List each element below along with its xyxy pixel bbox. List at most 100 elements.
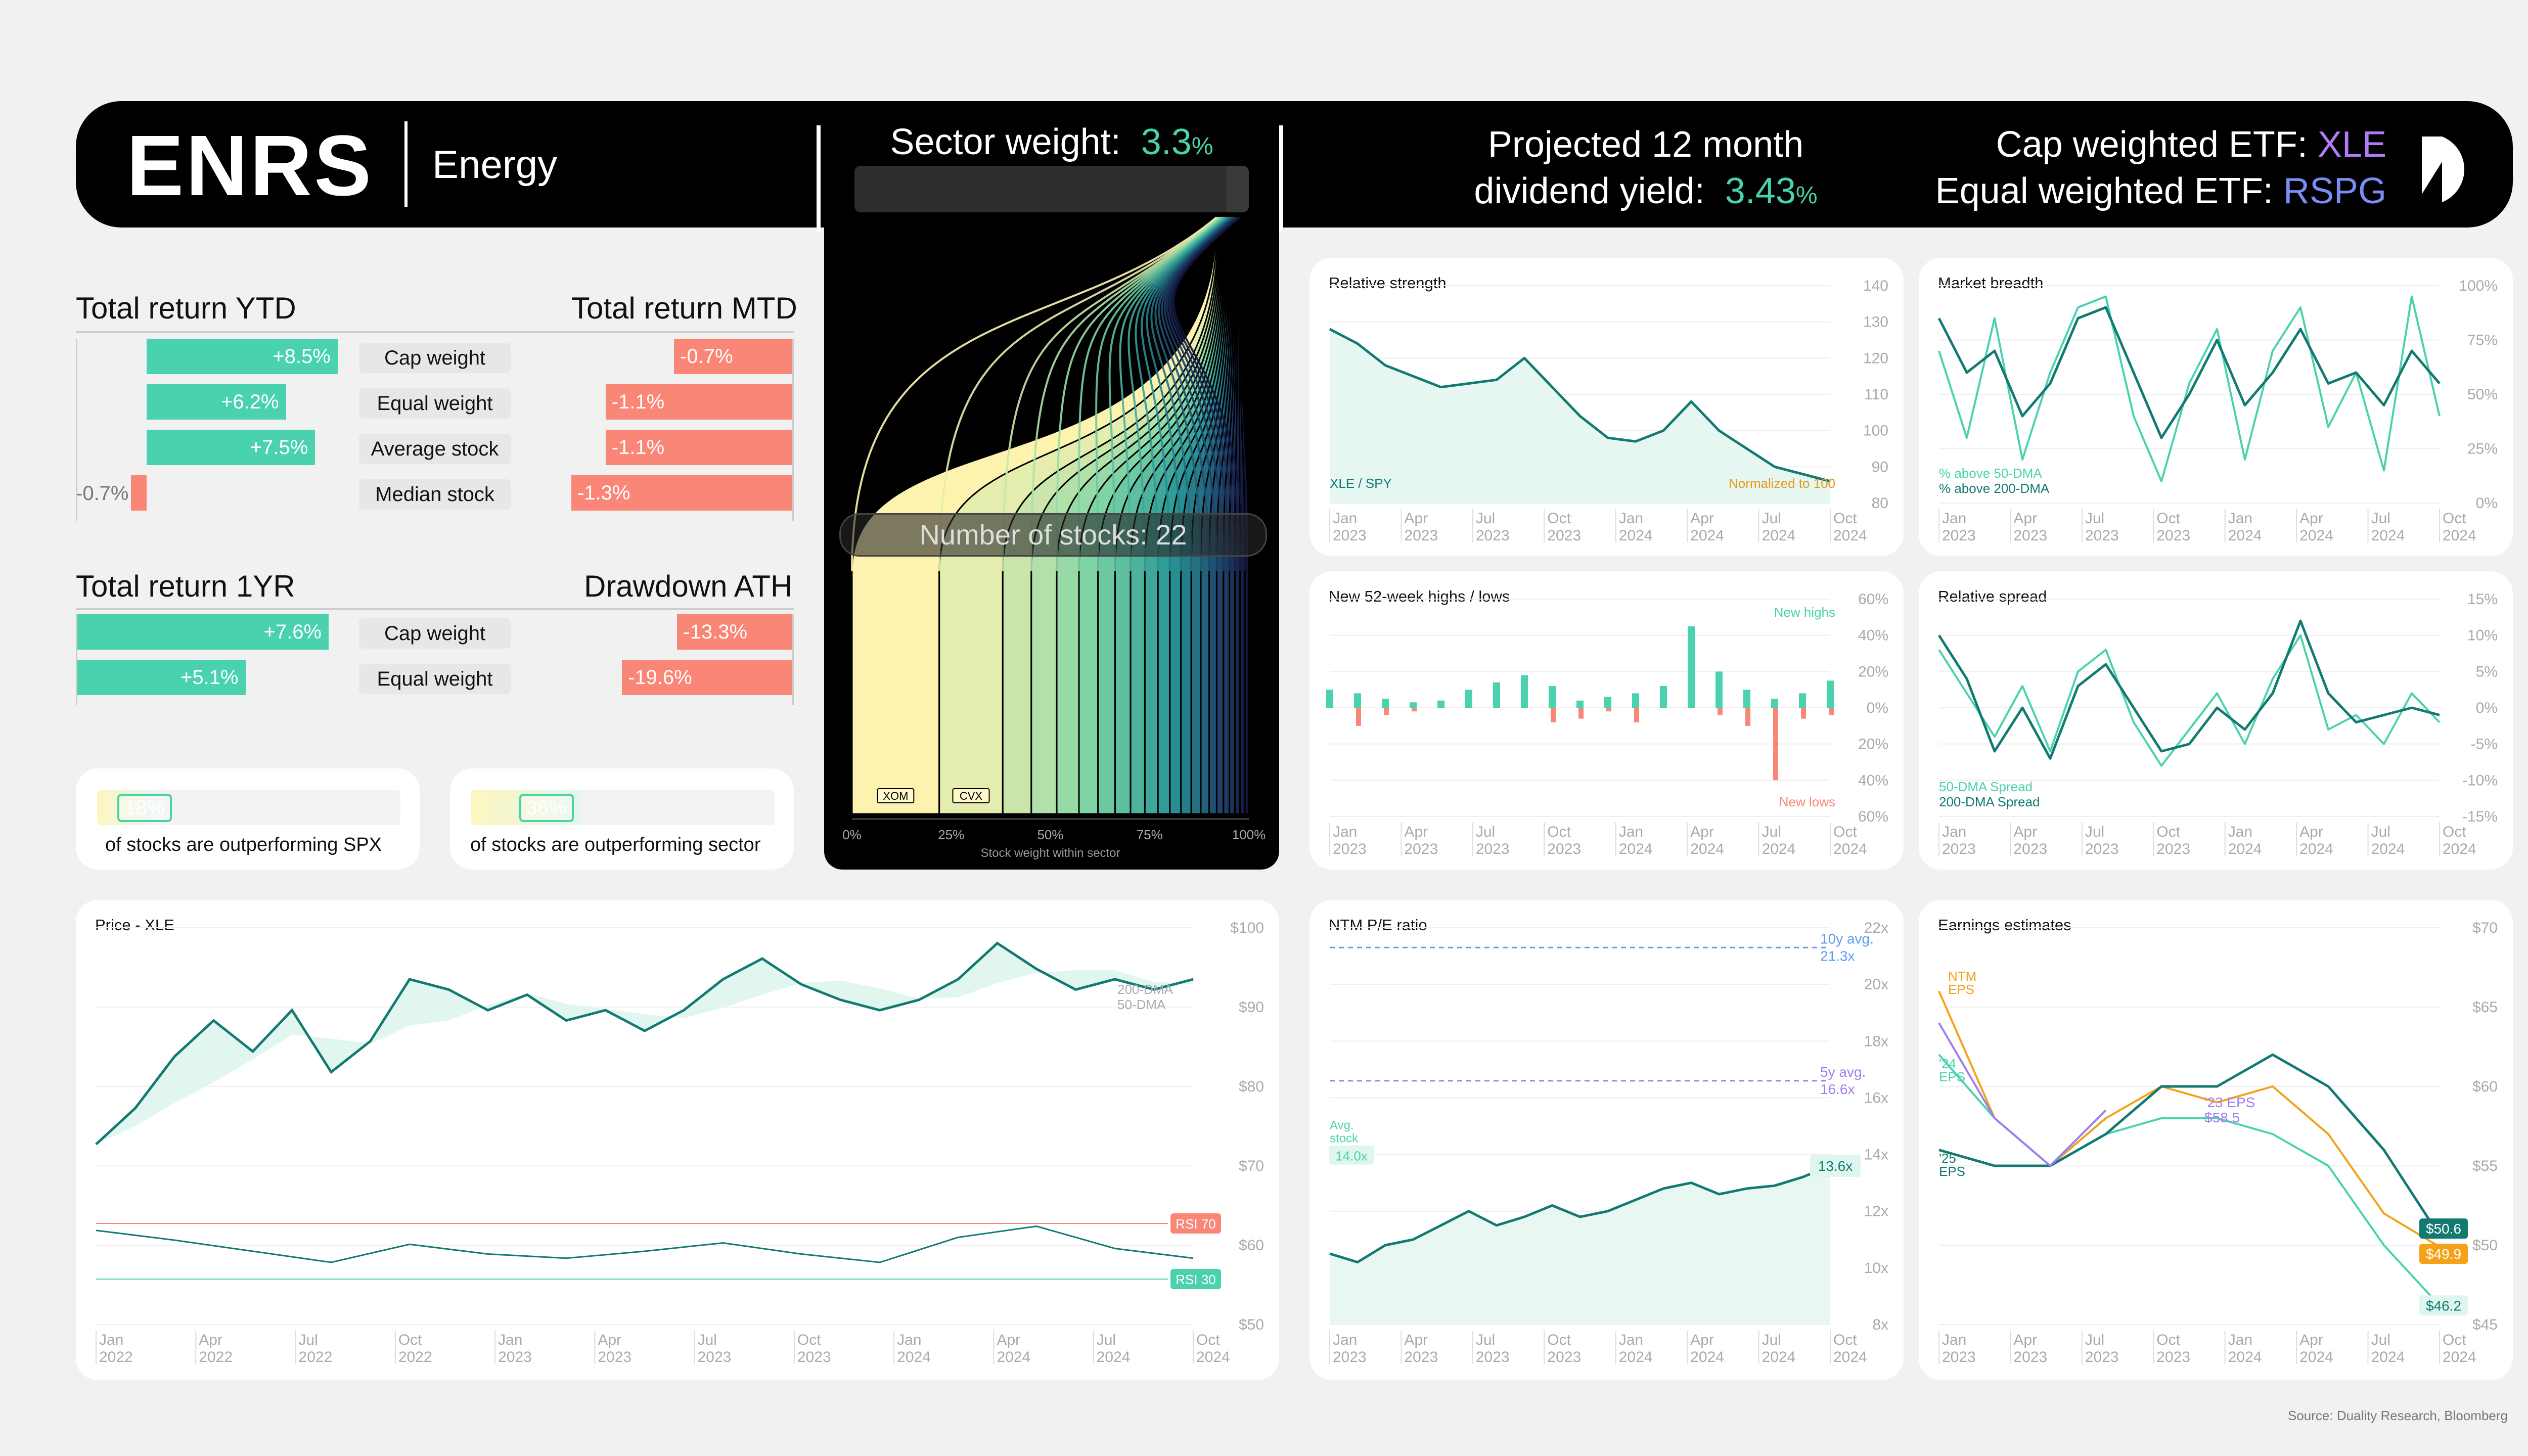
price-xtick-m-11: Oct xyxy=(1196,1332,1220,1348)
eps-24-label-1: '24 xyxy=(1939,1056,1956,1071)
highs-bar-14 xyxy=(1716,671,1723,708)
pe-ytick-7: 8x xyxy=(1872,1316,1888,1333)
header-bar: ENRS Energy Projected 12 month dividend … xyxy=(76,101,2513,232)
rs-xtick-m-0: Jan xyxy=(1333,510,1357,527)
price-title: Price - XLE xyxy=(95,916,174,934)
pe-xtick-m-2: Jul xyxy=(1476,1332,1495,1348)
spread-legend-50dma: 50-DMA Spread xyxy=(1939,779,2033,794)
price-ma-band xyxy=(96,943,1193,1145)
eps-xtick-m-6: Jul xyxy=(2371,1332,2390,1348)
highs-bar-18 xyxy=(1827,680,1834,708)
outperform-spx-label: of stocks are outperforming SPX xyxy=(105,834,382,855)
dd-axis xyxy=(792,614,794,705)
earnings-estimates-card: Earnings estimates $70 $65 $60 $55 $50 $45 Jan 2… xyxy=(1919,900,2513,1380)
duality-logo-icon xyxy=(2417,136,2465,202)
highs-xtick-m-1: Apr xyxy=(1404,824,1428,840)
market-breadth-card: Market breadth 100% 75% 50% 25% 0% Jan 2023 Apr 2… xyxy=(1919,258,2513,556)
price-xtick-m-7: Oct xyxy=(797,1332,821,1348)
relative-strength-card: Relative strength 140 130 120 110 100 90 80 Jan 2… xyxy=(1310,258,1904,556)
rs-xtick-y-3: 2023 xyxy=(1547,527,1581,544)
dividend-yield: Projected 12 month dividend yield: 3.43% xyxy=(1360,121,1931,219)
return-label-0: Cap weight xyxy=(359,343,511,373)
price-xtick-y-4: 2023 xyxy=(498,1349,532,1366)
highs-bar-13 xyxy=(1688,626,1695,708)
eps-xtick-m-1: Apr xyxy=(2013,1332,2037,1348)
stock-weights-chart: XOM CVX 0% 25% 50% 75% 100% Stock weight within… xyxy=(842,216,1266,860)
source-note: Source: Duality Research, Bloomberg xyxy=(2288,1408,2508,1423)
breadth-svg: Market breadth 100%75%50%25%0%Jan2023Apr2… xyxy=(1937,274,2498,544)
pe-series-line xyxy=(1329,1164,1831,1264)
spread-ytick-5: -10% xyxy=(2462,772,2498,789)
weights-tick-1: 25% xyxy=(938,827,964,842)
highs-xtick-y-7: 2024 xyxy=(1833,841,1867,857)
eps-title: Earnings estimates xyxy=(1938,916,2071,934)
spread-xtick-y-0: 2023 xyxy=(1942,841,1976,857)
rs-xtick-m-2: Jul xyxy=(1476,510,1495,527)
lows-bar-8 xyxy=(1551,708,1556,722)
cap-etf-label: Cap weighted ETF: xyxy=(1996,124,2308,165)
spread-xtick-m-6: Jul xyxy=(2371,824,2390,840)
highs-bar-3 xyxy=(1410,702,1417,708)
spread-xtick-m-0: Jan xyxy=(1942,824,1966,840)
price-xtick-y-1: 2022 xyxy=(199,1349,233,1366)
price-ytick-2: $80 xyxy=(1239,1078,1264,1095)
spread-ytick-0: 15% xyxy=(2467,591,2498,608)
rs-ytick-2: 120 xyxy=(1863,350,1888,367)
lows-bar-17 xyxy=(1801,708,1806,719)
number-of-stocks: Number of stocks: 22 xyxy=(839,513,1267,557)
eps-xtick-y-6: 2024 xyxy=(2371,1349,2405,1366)
mtd-bar-2: -1.1% xyxy=(605,430,794,465)
return-label-3: Median stock xyxy=(359,479,511,510)
stock-tag-XOM: XOM xyxy=(883,790,908,802)
spread-legend-200dma: 200-DMA Spread xyxy=(1939,794,2040,809)
dividend-label-1: Projected 12 month xyxy=(1487,124,1804,165)
eq-etf-value[interactable]: RSPG xyxy=(2283,171,2386,211)
pe-xtick-m-3: Oct xyxy=(1547,1332,1571,1348)
cap-etf-value[interactable]: XLE xyxy=(2317,124,2386,165)
breadth-xtick-y-1: 2023 xyxy=(2013,527,2047,544)
highs-svg: New 52-week highs / lows 60% 40% 20% 0% 20% 40… xyxy=(1326,587,1888,857)
spread-xtick-y-3: 2023 xyxy=(2156,841,2190,857)
dividend-pct: % xyxy=(1795,182,1818,209)
stock-tag-CVX: CVX xyxy=(960,790,983,802)
lows-bar-18 xyxy=(1829,708,1834,715)
pe-ytick-0: 22x xyxy=(1864,920,1888,936)
header-divider-left xyxy=(817,125,821,232)
breadth-xtick-y-2: 2023 xyxy=(2085,527,2119,544)
ntm-pe-card: NTM P/E ratio 22x 20x 18x 16x 14x 12x 10x 8x Jan 2… xyxy=(1310,900,1904,1380)
sector-weight-title: Sector weight: 3.3% xyxy=(824,121,1279,163)
rs-xtick-y-2: 2023 xyxy=(1476,527,1510,544)
price-xtick-y-11: 2024 xyxy=(1196,1349,1230,1366)
price-series-line xyxy=(95,941,1194,1146)
stock-weight-arc-13 xyxy=(1150,216,1232,572)
stock-weight-arc-15 xyxy=(1158,216,1234,572)
pe-xtick-y-0: 2023 xyxy=(1333,1349,1367,1366)
highs-xtick-y-0: 2023 xyxy=(1333,841,1367,857)
pe-ytick-2: 18x xyxy=(1864,1033,1888,1050)
pe-series-line-area xyxy=(1330,1166,1830,1325)
lows-bar-10 xyxy=(1606,708,1611,712)
highs-bar-0 xyxy=(1326,690,1333,708)
rs-xtick-m-7: Oct xyxy=(1833,510,1857,527)
price-xtick-m-0: Jan xyxy=(99,1332,123,1348)
return-label-2: Average stock xyxy=(359,434,511,464)
price-xtick-m-3: Oct xyxy=(398,1332,422,1348)
highs-bar-4 xyxy=(1437,700,1444,708)
rs-ytick-4: 100 xyxy=(1863,423,1888,439)
breadth-xtick-m-7: Oct xyxy=(2443,510,2466,527)
eps-ytick-0: $70 xyxy=(2472,920,2498,936)
highs-ytick-5: 40% xyxy=(1858,772,1888,789)
yr-axis xyxy=(76,614,77,705)
outperform-spx-card: 18% of stocks are outperforming SPX xyxy=(76,768,420,870)
stock-weight-arc-8 xyxy=(1119,216,1226,572)
eps-24-label-2: EPS xyxy=(1939,1069,1965,1084)
price-xtick-m-2: Jul xyxy=(299,1332,318,1348)
eps-24-line xyxy=(1938,1054,2441,1306)
spread-xtick-y-7: 2024 xyxy=(2443,841,2476,857)
eps-23-value: $58.5 xyxy=(2204,1110,2240,1125)
lows-bar-2 xyxy=(1384,708,1389,715)
stock-weight-stream-21 xyxy=(1239,216,1250,815)
rs-ytick-6: 80 xyxy=(1872,495,1888,512)
weights-tick-2: 50% xyxy=(1037,827,1063,842)
spread-xtick-y-6: 2024 xyxy=(2371,841,2405,857)
